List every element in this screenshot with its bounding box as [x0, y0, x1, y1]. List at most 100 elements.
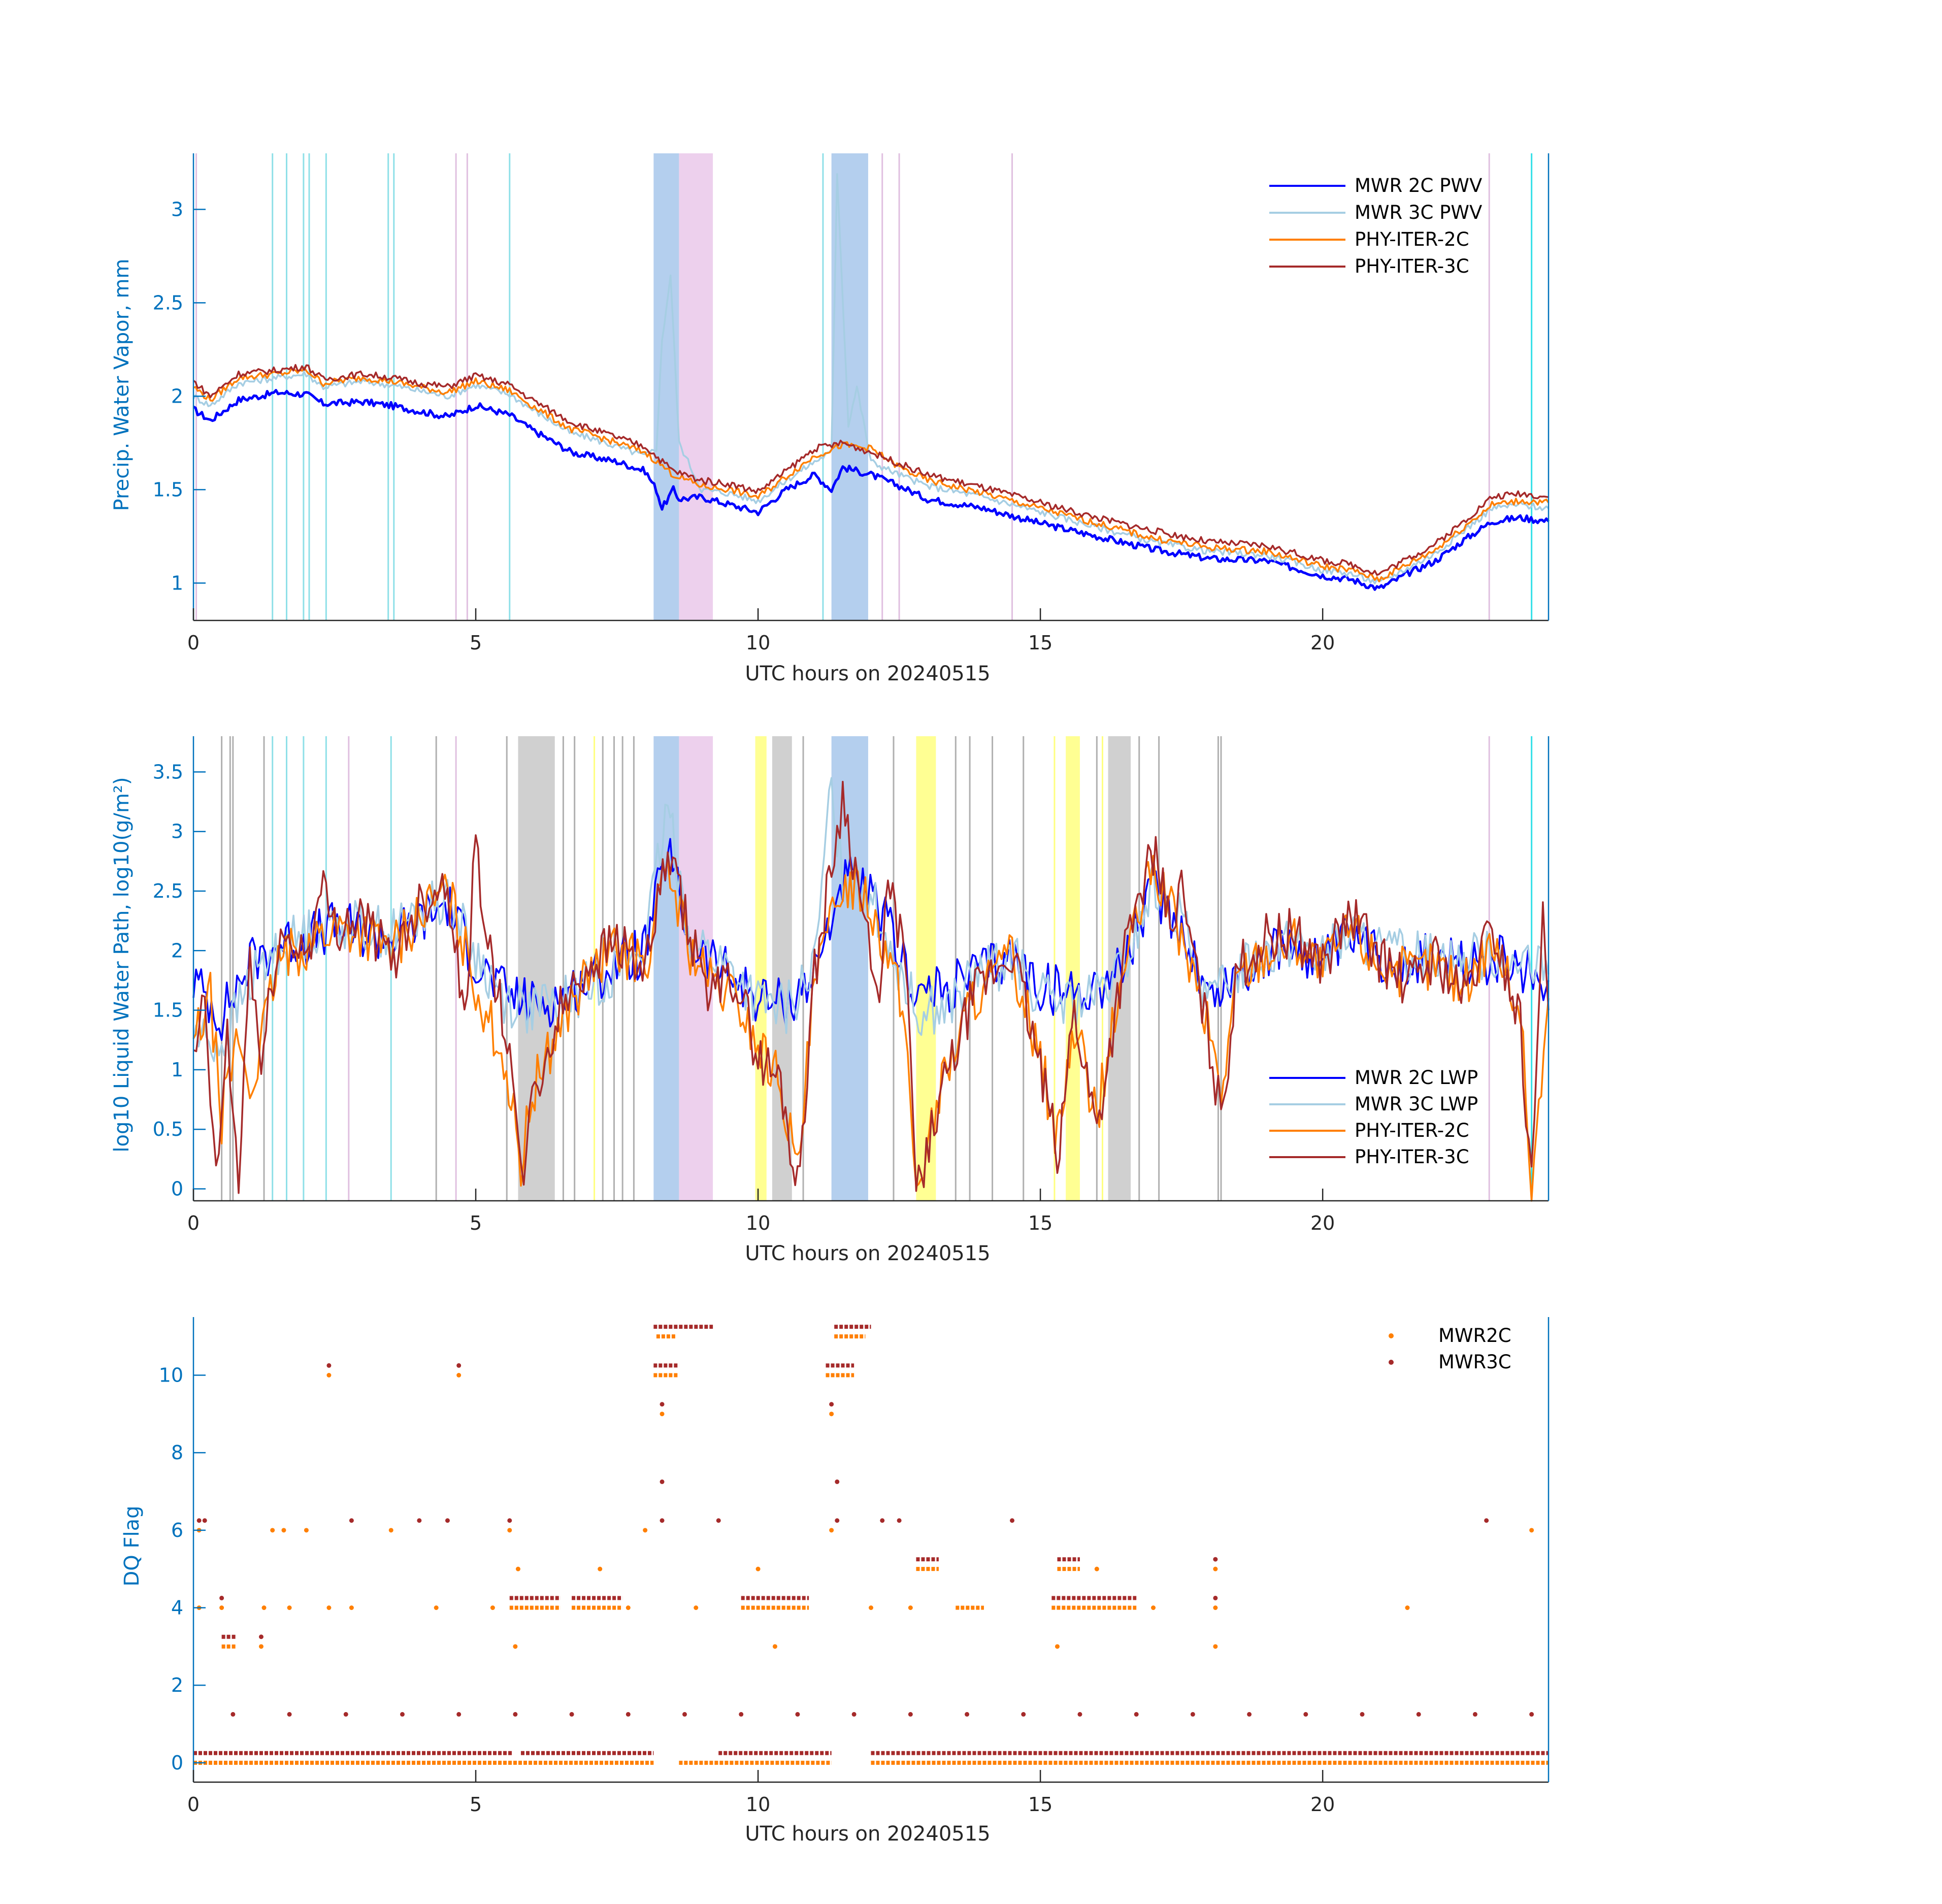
dq-point-mwr2c — [490, 1605, 495, 1610]
dq-point-mwr3c — [1190, 1712, 1195, 1717]
dq-point-mwr3c — [513, 1712, 518, 1717]
dq-point-mwr2c — [660, 1411, 665, 1417]
lwp-x-axis-label: UTC hours on 20240515 — [745, 1242, 990, 1265]
pwv-series-line-phy-iter-3c — [193, 364, 1549, 576]
dq-point-mwr2c — [1151, 1605, 1156, 1610]
dq-point-mwr2c — [643, 1528, 648, 1533]
pwv-shaded-band — [831, 153, 868, 620]
dq-point-mwr2c — [1055, 1644, 1060, 1649]
dq-point-mwr2c — [829, 1411, 834, 1417]
pwv-legend-label: MWR 3C PWV — [1355, 202, 1482, 223]
dq-legend-label: MWR2C — [1438, 1325, 1511, 1347]
dq-point-mwr3c — [287, 1712, 292, 1717]
dq-x-tick-label: 15 — [1028, 1793, 1052, 1816]
dq-x-tick-label: 10 — [746, 1793, 770, 1816]
dq-point-mwr3c — [835, 1518, 840, 1523]
lwp-legend-label: MWR 2C LWP — [1355, 1067, 1478, 1089]
dq-point-mwr2c — [598, 1566, 603, 1571]
dq-point-mwr2c — [281, 1528, 286, 1533]
dq-point-mwr2c — [219, 1605, 224, 1610]
lwp-series — [192, 777, 1550, 1202]
dq-legend-swatch — [1389, 1333, 1394, 1338]
pwv-y-axis-label: Precip. Water Vapor, mm — [110, 259, 134, 511]
dq-point-mwr3c — [258, 1634, 264, 1639]
lwp-panel: 0 5 10 15 20 0 0.5 1 1.5 2 2.5 3 3.5 UTC hours on 20… — [110, 736, 1550, 1265]
dq-point-mwr2c — [829, 1528, 834, 1533]
dq-point-mwr3c — [829, 1402, 834, 1407]
lwp-legend-label: PHY-ITER-3C — [1355, 1146, 1469, 1168]
dq-point-mwr3c — [1247, 1712, 1252, 1717]
pwv-series-line-mwr-2c-pwv — [192, 389, 1550, 591]
lwp-legend-label: PHY-ITER-2C — [1355, 1120, 1469, 1141]
dq-point-mwr3c — [219, 1595, 224, 1600]
dq-point-mwr2c — [515, 1566, 520, 1571]
lwp-x-tick-label: 0 — [187, 1212, 200, 1234]
dq-point-mwr2c — [287, 1605, 292, 1610]
lwp-y-tick-label: 3 — [171, 820, 183, 843]
dq-point-mwr2c — [304, 1528, 309, 1533]
dq-y-tick-label: 10 — [159, 1364, 183, 1387]
lwp-y-tick-label: 1 — [171, 1059, 183, 1081]
dq-point-mwr3c — [456, 1712, 462, 1717]
pwv-legend-label: PHY-ITER-3C — [1355, 255, 1469, 277]
pwv-y-tick-label: 2 — [171, 385, 183, 407]
dq-point-mwr2c — [456, 1373, 462, 1377]
dq-point-mwr2c — [755, 1566, 761, 1571]
dq-x-tick-label: 0 — [187, 1793, 200, 1816]
lwp-y-tick-label: 1.5 — [153, 999, 183, 1022]
lwp-y-tick-label: 0 — [171, 1178, 183, 1200]
dq-point-mwr3c — [851, 1712, 857, 1717]
dq-point-mwr3c — [400, 1712, 405, 1717]
dq-point-mwr3c — [1484, 1518, 1489, 1523]
lwp-legend: MWR 2C LWP MWR 3C LWP PHY-ITER-2C PHY-ITER-… — [1269, 1067, 1478, 1168]
dq-y-tick-label: 0 — [171, 1752, 183, 1774]
dq-point-mwr3c — [965, 1712, 970, 1717]
dq-point-mwr2c — [1213, 1644, 1218, 1649]
pwv-legend-label: MWR 2C PWV — [1355, 175, 1482, 196]
lwp-x-tick-label: 20 — [1310, 1212, 1335, 1234]
dq-point-mwr3c — [795, 1712, 800, 1717]
dq-point-mwr2c — [261, 1605, 267, 1610]
dq-point-mwr3c — [507, 1518, 512, 1523]
dq-point-mwr2c — [908, 1605, 913, 1610]
lwp-shaded-band — [518, 736, 555, 1201]
dq-point-mwr3c — [880, 1518, 885, 1523]
lwp-y-tick-label: 3.5 — [153, 761, 183, 783]
pwv-legend-label: PHY-ITER-2C — [1355, 228, 1469, 250]
dq-point-mwr3c — [326, 1363, 332, 1368]
pwv-x-axis-label: UTC hours on 20240515 — [745, 662, 990, 685]
dq-point-mwr2c — [694, 1605, 699, 1610]
dq-point-mwr3c — [231, 1712, 236, 1717]
dq-point-mwr3c — [1360, 1712, 1365, 1717]
lwp-x-tick-label: 10 — [746, 1212, 770, 1234]
dq-legend: MWR2C MWR3C — [1389, 1325, 1511, 1373]
dq-point-mwr2c — [513, 1644, 518, 1649]
lwp-shaded-band — [653, 736, 679, 1201]
pwv-series — [192, 173, 1550, 591]
lwp-legend-label: MWR 3C LWP — [1355, 1093, 1478, 1115]
dq-y-axis-label: DQ Flag — [120, 1505, 144, 1586]
dq-y-tick-label: 6 — [171, 1519, 183, 1541]
dq-point-mwr3c — [343, 1712, 348, 1717]
pwv-y-tick-label: 2.5 — [153, 291, 183, 314]
pwv-y-tick-label: 1 — [171, 572, 183, 594]
dq-point-mwr3c — [835, 1479, 840, 1484]
pwv-x-tick-label: 15 — [1028, 632, 1052, 654]
dq-point-mwr3c — [626, 1712, 631, 1717]
pwv-x-tick-label: 20 — [1310, 632, 1335, 654]
dq-point-mwr2c — [1529, 1528, 1534, 1533]
pwv-x-tick-label: 0 — [187, 632, 200, 654]
lwp-series-line-phy-iter-3c — [193, 780, 1550, 1194]
dq-point-mwr3c — [1134, 1712, 1139, 1717]
dq-point-mwr3c — [445, 1518, 450, 1523]
dq-legend-swatch — [1389, 1360, 1394, 1365]
lwp-x-tick-label: 15 — [1028, 1212, 1052, 1234]
dq-legend-label: MWR3C — [1438, 1351, 1511, 1373]
lwp-y-tick-label: 2 — [171, 939, 183, 962]
pwv-series-line-mwr-3c-pwv — [192, 173, 1550, 584]
dq-point-mwr3c — [202, 1518, 207, 1523]
lwp-x-tick-label: 5 — [470, 1212, 482, 1234]
dq-point-mwr3c — [1021, 1712, 1026, 1717]
